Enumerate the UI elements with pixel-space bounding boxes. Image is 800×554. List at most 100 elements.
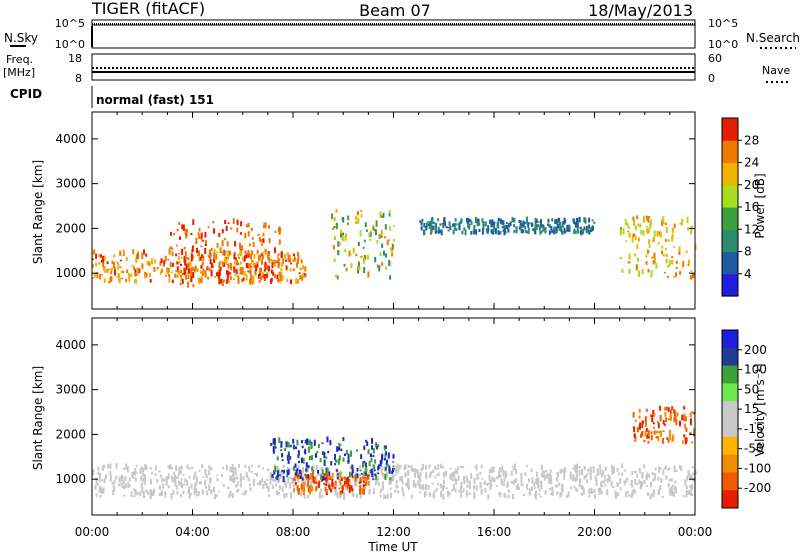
cell [223, 262, 226, 267]
cell [141, 263, 144, 270]
x-tick-label-3: 12:00 [376, 525, 411, 539]
cell [487, 225, 490, 232]
cell [156, 479, 159, 483]
cell [178, 261, 181, 264]
cell [359, 489, 361, 495]
colorbar-tick-label-3: 15 [744, 402, 759, 416]
cell [586, 473, 589, 476]
cell [247, 465, 250, 469]
cell [294, 472, 297, 477]
cell [257, 233, 260, 236]
cell [430, 218, 433, 225]
cell [292, 253, 295, 257]
cell [542, 225, 545, 232]
cell [671, 260, 674, 265]
cell [615, 492, 617, 497]
cell [227, 280, 230, 283]
cell [558, 225, 561, 231]
cell [691, 411, 694, 415]
cell [357, 217, 360, 224]
cell [515, 226, 518, 233]
cell [639, 422, 642, 429]
cell [279, 274, 282, 281]
cell [378, 265, 381, 272]
cell [156, 266, 159, 270]
cell [362, 483, 365, 487]
cell [634, 479, 637, 485]
cell [650, 270, 653, 275]
cell [227, 270, 230, 277]
cell [188, 467, 191, 470]
cell [167, 485, 170, 489]
cell [592, 466, 595, 468]
cell [504, 474, 507, 479]
cell [118, 277, 121, 282]
cell [150, 478, 152, 485]
cell [194, 471, 197, 478]
cell [381, 466, 384, 469]
cell [144, 275, 147, 279]
cell [256, 261, 259, 265]
cell [657, 436, 660, 442]
cell [559, 469, 562, 474]
cell [692, 478, 694, 482]
cell [247, 231, 250, 233]
cell [380, 468, 383, 475]
cell [647, 430, 650, 435]
cell [501, 223, 504, 225]
cell [232, 478, 234, 482]
cell [456, 470, 459, 475]
cell [335, 469, 338, 472]
cell [599, 464, 601, 469]
cell [632, 216, 635, 221]
cell [511, 217, 514, 223]
cell [561, 223, 564, 228]
cell [679, 222, 682, 225]
cell [673, 465, 676, 472]
cell [315, 464, 318, 469]
cell [388, 465, 391, 472]
cell [391, 476, 394, 482]
cell [178, 466, 181, 471]
cell [109, 475, 112, 481]
cell [621, 472, 624, 476]
cell [685, 489, 688, 494]
cell [659, 484, 662, 490]
cell [466, 481, 469, 483]
cell [265, 482, 268, 486]
cell [472, 229, 475, 235]
cell [460, 465, 463, 468]
cell [284, 253, 286, 259]
cell [204, 240, 207, 246]
cell [119, 266, 122, 268]
cell [654, 467, 657, 471]
cell [364, 471, 367, 476]
cell [187, 268, 190, 274]
cell [167, 465, 170, 469]
cell [109, 463, 112, 469]
cell [229, 272, 232, 275]
cell [208, 249, 211, 256]
cell [584, 218, 587, 224]
cell [349, 466, 352, 470]
cell [124, 476, 127, 482]
cell [662, 216, 665, 223]
cell [388, 210, 391, 212]
cell [359, 230, 362, 237]
cell [109, 479, 112, 482]
cell [117, 272, 120, 278]
cell [497, 230, 500, 235]
cell [341, 486, 344, 490]
cell [442, 485, 444, 491]
cell [603, 480, 606, 484]
cell [479, 482, 482, 488]
cell [261, 274, 264, 278]
cell [258, 480, 261, 486]
cell [297, 258, 299, 265]
cell [533, 482, 536, 487]
cell [583, 226, 586, 231]
cell [561, 484, 563, 492]
cell [579, 477, 581, 484]
cell [596, 468, 599, 475]
cell [331, 481, 334, 487]
